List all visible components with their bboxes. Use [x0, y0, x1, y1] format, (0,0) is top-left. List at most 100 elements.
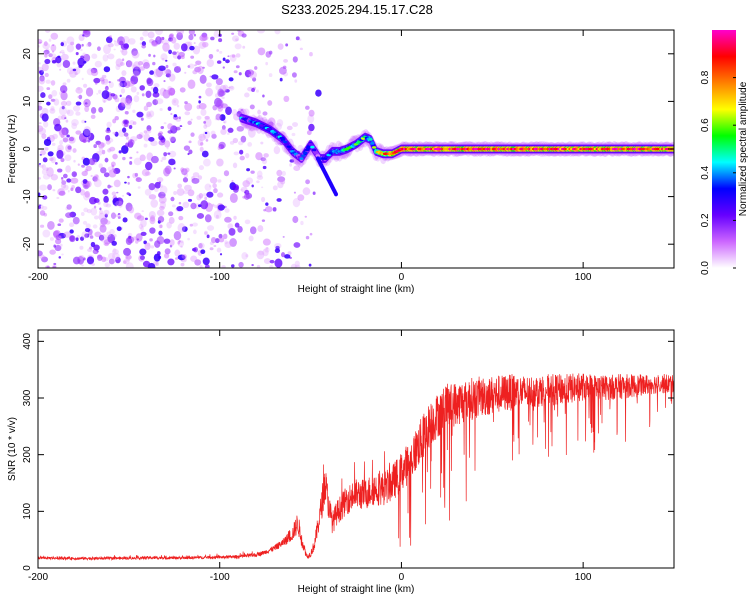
noise-blob	[142, 30, 149, 37]
colorbar: 0.0 0.2 0.4 0.6 0.8 Normalized spectral ampl…	[700, 30, 749, 275]
noise-blob	[170, 125, 178, 134]
noise-blob	[50, 80, 56, 86]
noise-blob	[83, 53, 91, 62]
noise-blob	[157, 36, 160, 41]
noise-blob	[111, 164, 115, 168]
noise-blob	[86, 256, 95, 265]
noise-blob	[162, 42, 170, 52]
noise-blob	[282, 236, 285, 238]
noise-blob	[209, 176, 218, 184]
noise-blob	[152, 91, 160, 98]
noise-blob	[125, 202, 133, 212]
noise-blob	[218, 38, 223, 43]
noise-blob	[97, 142, 105, 149]
noise-blob	[139, 36, 144, 41]
noise-blob	[143, 143, 148, 148]
noise-blob	[209, 75, 212, 78]
noise-blob	[241, 252, 248, 260]
noise-blob	[261, 219, 266, 222]
noise-blob	[122, 260, 127, 264]
noise-blob	[247, 142, 253, 147]
noise-blob	[89, 235, 94, 239]
noise-blob	[179, 87, 186, 93]
noise-blob	[256, 175, 264, 180]
noise-blob	[111, 240, 117, 246]
noise-blob	[143, 105, 149, 111]
noise-blob	[195, 60, 202, 66]
noise-blob	[220, 128, 227, 135]
noise-blob	[158, 224, 163, 229]
noise-blob	[62, 59, 71, 69]
noise-blob	[140, 219, 147, 228]
noise-blob	[158, 139, 166, 146]
noise-blob	[188, 30, 195, 36]
noise-blob	[38, 127, 47, 135]
noise-blob	[263, 258, 272, 264]
noise-blob	[52, 133, 58, 140]
noise-blob	[48, 38, 52, 42]
noise-blob	[82, 157, 91, 166]
noise-blob	[308, 109, 315, 117]
noise-blob	[143, 240, 147, 245]
noise-blob	[112, 252, 120, 260]
spectrogram-y-ticks: -20 -10 0 10 20	[22, 48, 674, 251]
noise-blob	[209, 185, 212, 188]
ridge-core	[304, 148, 310, 152]
noise-blob	[75, 52, 79, 56]
noise-blob	[103, 239, 111, 245]
noise-blob	[152, 86, 159, 94]
noise-blob	[233, 70, 238, 74]
noise-blob	[190, 255, 198, 262]
noise-blob	[51, 142, 56, 146]
noise-blob	[71, 122, 78, 130]
noise-blob	[131, 50, 140, 59]
noise-blob	[159, 87, 167, 97]
noise-blob	[304, 215, 307, 218]
noise-blob	[127, 175, 130, 179]
noise-blob	[165, 59, 168, 62]
noise-blob	[276, 119, 284, 127]
noise-blob	[263, 209, 267, 212]
noise-blob	[200, 249, 206, 255]
noise-blob	[58, 235, 62, 240]
noise-blob	[206, 58, 215, 68]
noise-blob	[222, 84, 229, 91]
noise-blob	[206, 191, 214, 198]
noise-blob	[67, 189, 70, 193]
noise-blob	[111, 248, 119, 255]
noise-blob	[272, 185, 278, 191]
noise-blob	[221, 125, 226, 130]
noise-blob	[119, 49, 124, 53]
noise-blob	[315, 89, 322, 97]
noise-blob	[228, 86, 231, 89]
noise-blob	[241, 33, 247, 38]
noise-blob	[80, 189, 86, 196]
noise-blob	[53, 244, 57, 248]
noise-blob	[242, 180, 251, 188]
noise-blob	[72, 68, 77, 72]
noise-blob	[126, 254, 132, 260]
noise-blob	[229, 193, 238, 204]
noise-blob	[66, 134, 70, 138]
noise-blob	[139, 85, 145, 91]
noise-blob	[189, 223, 194, 227]
noise-blob	[217, 88, 225, 98]
noise-blob	[47, 151, 54, 157]
noise-blob	[103, 195, 109, 204]
noise-blob	[168, 37, 173, 42]
noise-blob	[40, 224, 45, 228]
noise-blob	[135, 233, 143, 242]
noise-blob	[132, 236, 138, 241]
noise-blob	[125, 255, 131, 262]
noise-blob	[150, 155, 159, 164]
x-tick-label: 100	[575, 272, 592, 283]
noise-blob	[308, 123, 315, 132]
noise-blob	[229, 238, 237, 247]
noise-blob	[109, 146, 116, 152]
noise-blob	[199, 146, 204, 152]
noise-blob	[50, 44, 57, 52]
noise-blob	[267, 100, 273, 106]
noise-blob	[94, 82, 98, 85]
noise-blob	[107, 53, 115, 60]
